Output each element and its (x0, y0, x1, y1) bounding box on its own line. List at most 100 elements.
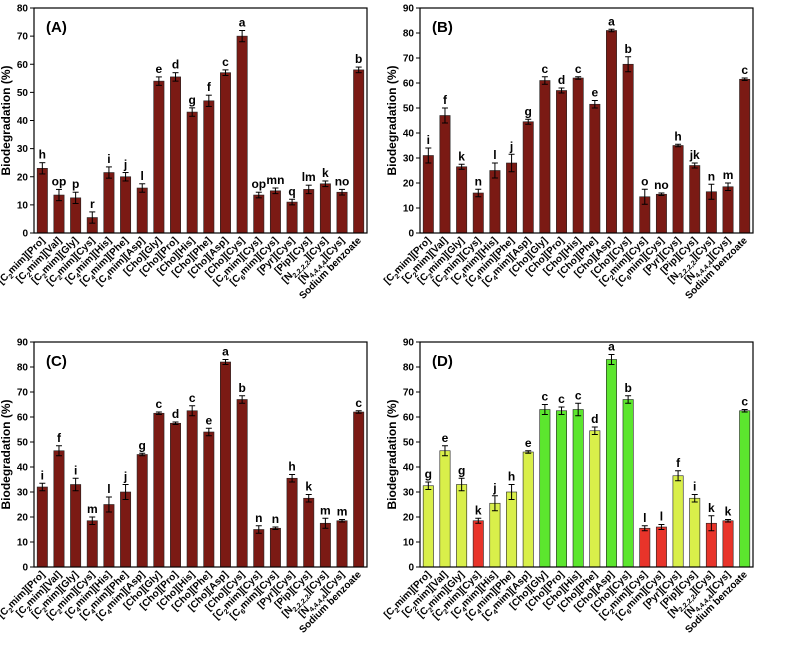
y-axis-label: Biodegradation (%) (0, 399, 13, 509)
significance-letter: h (508, 470, 515, 484)
significance-letter: l (493, 148, 496, 162)
y-tick-label: 60 (403, 413, 415, 424)
panel-label: (B) (432, 19, 453, 36)
significance-letter: lm (302, 170, 316, 184)
bar-12 (606, 30, 617, 234)
bar-6 (120, 491, 132, 568)
bar-3 (70, 484, 82, 568)
bar-18 (319, 183, 331, 234)
significance-letter: b (624, 42, 631, 56)
y-tick-label: 50 (17, 88, 29, 99)
y-tick-label: 20 (17, 172, 29, 183)
significance-letter: c (222, 55, 229, 69)
bar-5 (489, 502, 501, 568)
significance-letter: i (427, 133, 430, 147)
bar-17 (303, 189, 315, 234)
bar-6 (120, 176, 132, 234)
bar-17 (689, 165, 701, 234)
bar-7 (522, 451, 534, 568)
bar-19 (722, 520, 734, 568)
significance-letter: d (591, 412, 598, 426)
significance-letter: c (355, 396, 362, 410)
significance-letter: k (725, 505, 732, 519)
y-axis-label: Biodegradation (%) (0, 65, 13, 175)
y-tick-label: 20 (403, 513, 415, 524)
significance-letter: k (708, 501, 715, 515)
bar-16 (672, 475, 684, 568)
y-axis-label: Biodegradation (%) (385, 399, 399, 509)
y-tick-label: 60 (403, 79, 415, 90)
significance-letter: r (90, 197, 95, 211)
bar-2 (53, 450, 65, 568)
bar-9 (170, 76, 181, 234)
bar-1 (422, 485, 434, 568)
significance-letter: l (107, 482, 110, 496)
plot-frame (419, 7, 754, 234)
bar-6 (506, 491, 518, 568)
significance-letter: b (355, 52, 362, 66)
bar-8 (539, 80, 551, 234)
significance-letter: e (525, 436, 532, 450)
significance-letter: m (87, 502, 98, 516)
significance-letter: b (624, 381, 631, 395)
bar-13 (236, 399, 248, 568)
bar-5 (489, 170, 501, 234)
y-tick-label: 50 (403, 438, 415, 449)
bar-16 (672, 145, 684, 234)
bar-14 (253, 529, 265, 568)
significance-letter: e (591, 86, 598, 100)
bar-16 (286, 201, 298, 234)
significance-letter: n (708, 169, 715, 183)
y-tick-label: 20 (17, 513, 29, 524)
bar-9 (170, 422, 181, 568)
significance-letter: k (322, 166, 329, 180)
bar-9 (556, 90, 567, 234)
bar-15 (269, 527, 281, 568)
significance-letter: k (458, 149, 465, 163)
y-tick-label: 30 (403, 154, 415, 165)
y-tick-label: 80 (17, 4, 29, 15)
bar-20 (353, 69, 365, 234)
y-axis-label: Biodegradation (%) (385, 65, 399, 175)
panel-label: (A) (46, 19, 67, 36)
y-tick-label: 0 (22, 563, 28, 574)
bar-15 (655, 526, 667, 568)
bar-7 (136, 454, 148, 568)
y-tick-label: 80 (403, 29, 415, 40)
plot-frame (33, 341, 368, 568)
significance-letter: l (643, 511, 646, 525)
bar-8 (153, 412, 165, 568)
y-tick-label: 90 (403, 4, 415, 15)
significance-letter: k (305, 480, 312, 494)
bar-3 (456, 166, 468, 234)
bar-15 (655, 193, 667, 234)
bar-17 (689, 497, 701, 568)
y-tick-label: 40 (403, 129, 415, 140)
bar-20 (739, 78, 751, 234)
y-tick-label: 30 (17, 488, 29, 499)
significance-letter: j (509, 139, 513, 153)
bar-11 (203, 431, 215, 568)
significance-letter: n (255, 511, 262, 525)
bar-13 (622, 63, 634, 234)
significance-letter: d (172, 407, 179, 421)
significance-letter: a (608, 14, 615, 28)
significance-letter: e (442, 431, 449, 445)
bar-19 (722, 186, 734, 234)
y-tick-label: 60 (17, 413, 29, 424)
bar-14 (253, 194, 265, 234)
bar-5 (103, 172, 115, 234)
y-tick-label: 70 (403, 54, 415, 65)
y-tick-label: 10 (403, 204, 415, 215)
y-tick-label: 20 (403, 179, 415, 190)
bar-13 (622, 399, 634, 568)
y-tick-label: 40 (403, 463, 415, 474)
bar-7 (522, 121, 534, 234)
significance-letter: e (156, 62, 163, 76)
bar-10 (186, 111, 198, 234)
significance-letter: op (251, 177, 266, 191)
bar-10 (186, 410, 198, 568)
y-tick-label: 50 (17, 438, 29, 449)
significance-letter: b (238, 381, 245, 395)
significance-letter: g (425, 467, 432, 481)
